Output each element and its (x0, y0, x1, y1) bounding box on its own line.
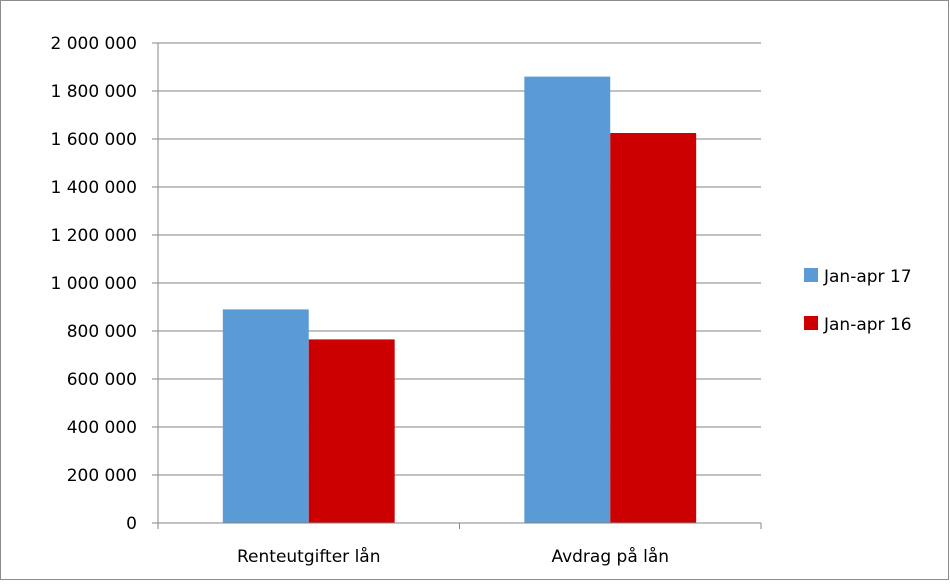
y-tick-label: 1 600 000 (50, 130, 137, 150)
y-tick-label: 800 000 (67, 322, 137, 342)
legend-label: Jan-apr 17 (823, 267, 912, 287)
x-tick-label: Renteutgifter lån (237, 546, 380, 567)
bar (524, 76, 611, 523)
bars (222, 76, 697, 523)
y-tick-label: 2 000 000 (50, 34, 137, 54)
y-tick-label: 400 000 (67, 418, 137, 438)
y-tick-label: 0 (126, 514, 137, 534)
bar (308, 339, 395, 523)
legend: Jan-apr 17 Jan-apr 16 (804, 267, 912, 335)
y-axis-tick-labels: 0 200 000 400 000 600 000 800 000 1 000 000 1 … (50, 34, 137, 534)
x-tick-label: Avdrag på lån (551, 546, 669, 567)
x-axis-tick-labels: Renteutgifter lån Avdrag på lån (237, 546, 669, 567)
legend-swatch (804, 268, 818, 282)
legend-label: Jan-apr 16 (823, 315, 912, 335)
y-tick-label: 1 800 000 (50, 82, 137, 102)
axes (157, 43, 762, 529)
y-tick-label: 1 200 000 (50, 226, 137, 246)
bar (610, 133, 697, 523)
y-tick-label: 200 000 (67, 466, 137, 486)
y-tick-label: 600 000 (67, 370, 137, 390)
legend-swatch (804, 316, 818, 330)
y-tick-label: 1 000 000 (50, 274, 137, 294)
bar (222, 309, 309, 523)
y-tick-label: 1 400 000 (50, 178, 137, 198)
